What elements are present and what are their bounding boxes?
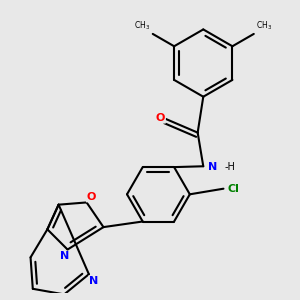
Text: N: N (89, 276, 98, 286)
Text: Cl: Cl (228, 184, 240, 194)
Text: CH$_3$: CH$_3$ (134, 19, 151, 32)
Text: N: N (60, 251, 69, 261)
Text: -H: -H (225, 162, 236, 172)
Text: N: N (208, 162, 217, 172)
Text: O: O (86, 192, 96, 202)
Text: O: O (156, 113, 165, 123)
Text: CH$_3$: CH$_3$ (256, 19, 272, 32)
